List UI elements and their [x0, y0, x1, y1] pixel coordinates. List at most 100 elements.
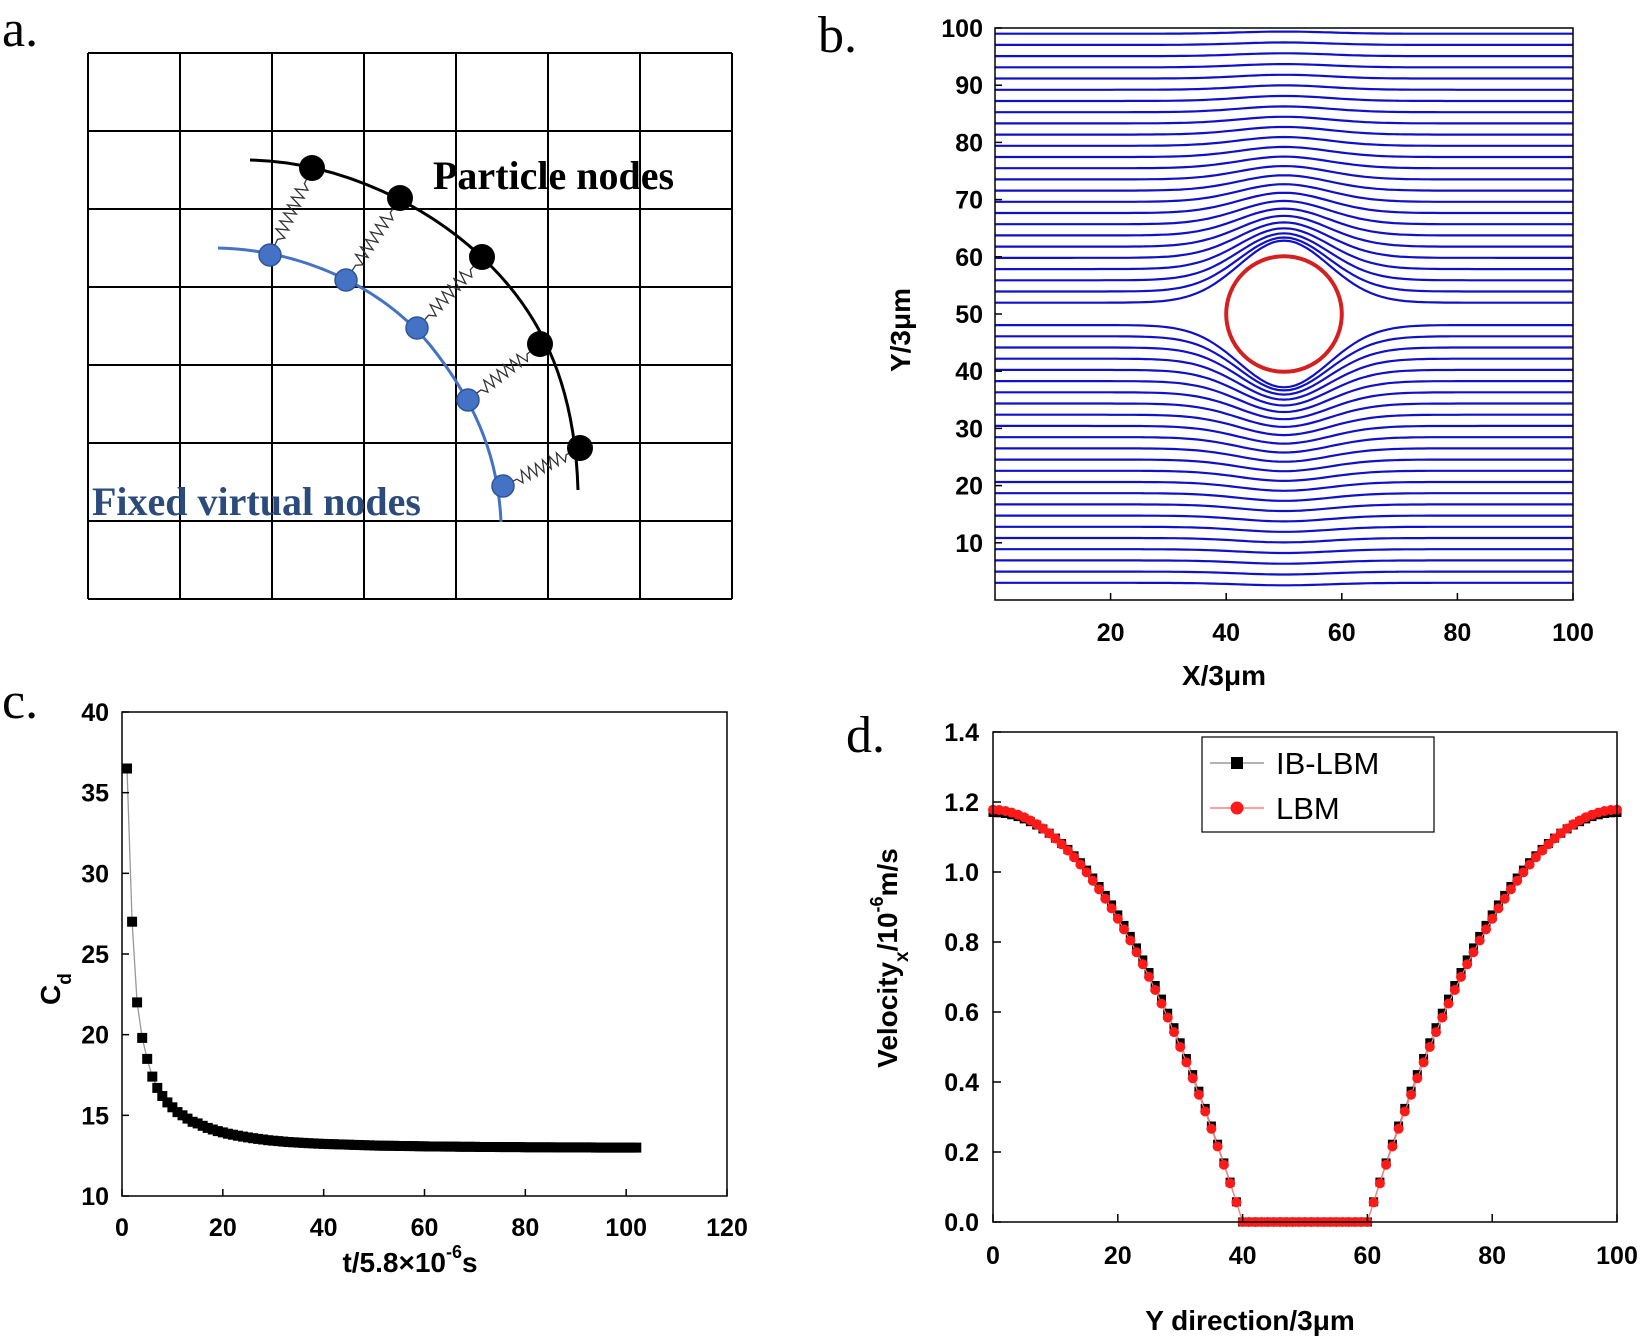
streamline: [995, 324, 1573, 389]
streamline: [995, 480, 1573, 492]
streamline: [995, 125, 1573, 136]
y-tick-label: 0.6: [944, 999, 979, 1027]
y-tick-label: 40: [955, 358, 983, 386]
streamline: [995, 41, 1573, 46]
virtual-node: [258, 243, 282, 267]
lbm-point: [1069, 852, 1080, 863]
plot-frame: [121, 711, 728, 1197]
streamline: [995, 503, 1573, 513]
cd-point: [424, 1141, 435, 1152]
spring-connectors: [269, 167, 581, 487]
cd-point: [505, 1142, 516, 1153]
y-tick-label: 40: [81, 699, 109, 727]
panel-label-c: c.: [2, 673, 38, 730]
cd-point: [545, 1142, 556, 1153]
lbm-point: [1524, 859, 1535, 870]
cd-point: [374, 1140, 385, 1151]
particle-nodes-label: Particle nodes: [433, 153, 674, 198]
x-tick-label: 120: [706, 1214, 748, 1242]
cd-point: [590, 1142, 601, 1153]
lbm-point: [1537, 845, 1548, 856]
y-tick-label: 10: [955, 530, 983, 558]
legend-label-ib-lbm: IB-LBM: [1276, 746, 1379, 781]
lbm-point: [1431, 1027, 1441, 1038]
lbm-point: [1518, 867, 1529, 878]
y-tick-label: 0.4: [944, 1069, 979, 1097]
x-tick-label: 80: [1478, 1242, 1506, 1270]
legend-box: [1201, 736, 1435, 833]
cd-point: [555, 1142, 566, 1153]
lbm-point: [1393, 1123, 1404, 1134]
lbm-point: [1418, 1057, 1429, 1068]
streamline: [995, 115, 1573, 125]
virtual-node: [456, 388, 480, 412]
x-axis-label-unit: s: [462, 1247, 478, 1278]
cd-point: [384, 1140, 395, 1151]
lbm-point: [1456, 971, 1466, 982]
x-tick-label: 20: [1104, 1242, 1132, 1270]
lbm-point: [1075, 859, 1086, 870]
panel-label-a: a.: [2, 1, 38, 58]
lbm-point: [1131, 947, 1142, 958]
lbm-point: [1218, 1159, 1229, 1170]
x-tick-label: 40: [1229, 1242, 1257, 1270]
legend-marker-lbm: [1230, 801, 1244, 815]
streamline: [995, 559, 1573, 565]
streamline: [995, 214, 1573, 248]
lbm-point: [1493, 903, 1504, 914]
y-axis-label-exponent: -6: [867, 896, 887, 912]
y-axis-label-subscript: d: [55, 973, 76, 985]
y-tick-label: 20: [81, 1022, 109, 1050]
x-tick-label: 40: [1212, 619, 1240, 647]
lbm-point: [1181, 1057, 1192, 1068]
y-tick-label: 1.0: [944, 859, 979, 887]
streamline: [995, 191, 1573, 215]
y-tick-label: 35: [81, 780, 109, 808]
streamline: [995, 346, 1573, 396]
x-axis-label: t/5.8×10-6s: [342, 1242, 477, 1278]
lbm-point: [1368, 1197, 1379, 1208]
cd-point: [626, 1142, 637, 1153]
streamline: [995, 335, 1573, 392]
streamline: [995, 402, 1573, 429]
y-tick-label: 15: [81, 1102, 109, 1130]
streamline: [995, 62, 1573, 69]
fixed-virtual-nodes-label: Fixed virtual nodes: [92, 479, 421, 524]
lbm-point: [1468, 947, 1479, 958]
streamline: [995, 548, 1573, 555]
spring: [416, 256, 483, 329]
spring: [467, 343, 541, 401]
y-tick-label: 1.4: [944, 719, 979, 747]
x-axis-label-exponent: -6: [446, 1242, 462, 1262]
lbm-point: [1156, 998, 1167, 1009]
lbm-point: [1150, 985, 1161, 995]
cd-point: [616, 1142, 627, 1153]
y-tick-label: 50: [955, 301, 983, 329]
streamline: [995, 232, 1573, 282]
axis-ticks: 0 20 40 60 80 100 0.0 0.2 0.4 0.6 0.8 1.0 1.2 1.4: [944, 719, 1638, 1270]
virtual-node: [405, 316, 429, 340]
x-tick-label: 60: [411, 1214, 439, 1242]
y-tick-label: 0.2: [944, 1139, 979, 1167]
streamline: [995, 105, 1573, 114]
streamline: [995, 391, 1573, 421]
lbm-point: [1443, 998, 1454, 1009]
streamline: [995, 581, 1573, 587]
y-tick-label: 25: [81, 941, 109, 969]
y-axis-label-unit: m/s: [872, 848, 903, 896]
y-tick-label: 90: [955, 72, 983, 100]
lbm-point: [1474, 935, 1485, 946]
cd-point: [132, 997, 143, 1008]
y-axis-label-subscript: x: [892, 951, 913, 962]
particle-node: [567, 435, 593, 461]
lbm-point: [1505, 884, 1516, 895]
lbm-point: [1381, 1159, 1392, 1170]
cd-point: [243, 1132, 253, 1143]
cd-point: [278, 1136, 289, 1147]
x-axis-label: X/3μm: [1182, 660, 1266, 691]
lbm-point: [1212, 1141, 1223, 1152]
lbm-point: [1175, 1042, 1186, 1052]
panel-label-d: d.: [846, 707, 885, 764]
y-tick-label: 100: [941, 15, 983, 43]
plot-frame: [994, 27, 1574, 601]
